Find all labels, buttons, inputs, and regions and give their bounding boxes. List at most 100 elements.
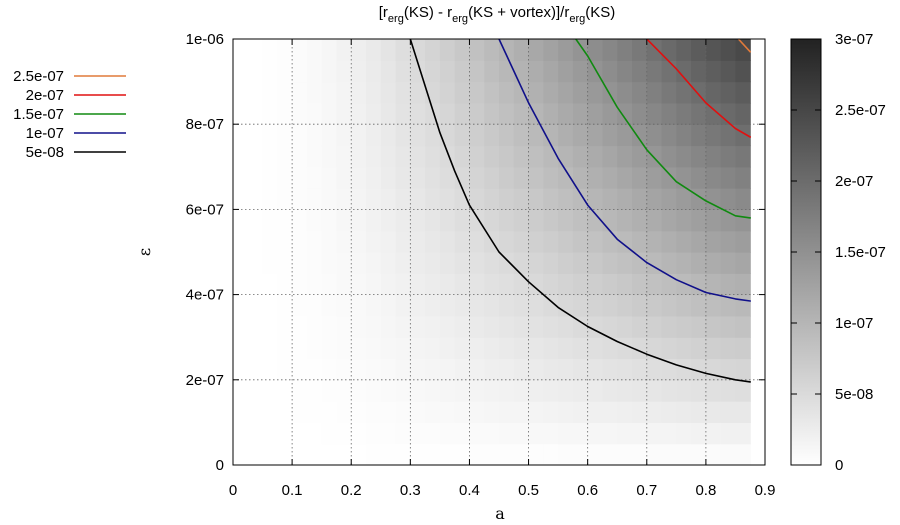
heatmap-cell: [469, 81, 485, 104]
heatmap-cell: [380, 166, 397, 189]
heatmap-cell: [247, 273, 264, 296]
heatmap-cell: [499, 60, 515, 83]
heatmap-cell: [661, 188, 677, 210]
heatmap-cell: [469, 358, 485, 381]
heatmap-cell: [617, 443, 633, 465]
heatmap-cell: [366, 166, 382, 189]
heatmap-cell: [410, 188, 426, 210]
heatmap-cell: [233, 443, 249, 465]
x-tick-label: 0: [229, 482, 237, 499]
heatmap-cell: [395, 60, 411, 83]
heatmap-cell: [380, 252, 397, 274]
heatmap-cell: [513, 124, 530, 147]
heatmap-cell: [366, 443, 382, 465]
heatmap-cell: [587, 188, 604, 210]
heatmap-cell: [454, 188, 471, 210]
heatmap-cell: [380, 39, 397, 61]
heatmap-cell: [484, 358, 500, 381]
heatmap-cell: [439, 209, 456, 232]
heatmap-cell: [705, 230, 722, 253]
heatmap-cell: [572, 209, 589, 232]
heatmap-cell: [484, 337, 500, 360]
heatmap-cell: [439, 358, 456, 381]
heatmap-cell: [558, 401, 574, 423]
heatmap-cell: [513, 294, 530, 317]
heatmap-cell: [277, 358, 293, 381]
heatmap-cell: [691, 209, 707, 232]
heatmap-cell: [292, 273, 308, 296]
heatmap-cell: [632, 230, 648, 253]
heatmap-cell: [499, 145, 515, 168]
heatmap-cell: [484, 102, 500, 125]
heatmap-cell: [587, 209, 604, 232]
heatmap-cell: [454, 358, 471, 381]
heatmap-cell: [632, 81, 648, 104]
heatmap-cell: [425, 124, 441, 147]
heatmap-cell: [469, 188, 485, 210]
heatmap-cell: [439, 422, 456, 445]
heatmap-cell: [336, 124, 352, 147]
heatmap-cell: [380, 145, 397, 168]
heatmap-cells: [233, 39, 765, 465]
heatmap-cell: [247, 60, 264, 83]
heatmap-cell: [617, 209, 633, 232]
heatmap-cell: [336, 401, 352, 423]
heatmap-cell: [233, 188, 249, 210]
heatmap-cell: [691, 337, 707, 360]
heatmap-cell: [292, 337, 308, 360]
heatmap-cell: [691, 166, 707, 189]
heatmap-cell: [499, 166, 515, 189]
heatmap-cell: [410, 273, 426, 296]
heatmap-cell: [602, 273, 618, 296]
x-tick-label: 0.2: [341, 482, 362, 499]
heatmap-cell: [277, 124, 293, 147]
heatmap-cell: [425, 315, 441, 338]
heatmap-cell: [572, 145, 589, 168]
heatmap-cell: [292, 315, 308, 338]
heatmap-cell: [425, 337, 441, 360]
heatmap-cell: [321, 124, 338, 147]
heatmap-cell: [691, 230, 707, 253]
heatmap-cell: [439, 60, 456, 83]
y-tick-label: 0: [216, 457, 224, 474]
heatmap-cell: [410, 401, 426, 423]
heatmap-cell: [720, 252, 737, 274]
heatmap-cell: [484, 209, 500, 232]
heatmap-cell: [587, 124, 604, 147]
heatmap-cell: [410, 39, 426, 61]
heatmap-cell: [705, 443, 722, 465]
heatmap-cell: [735, 230, 751, 253]
heatmap-cell: [425, 252, 441, 274]
heatmap-cell: [676, 443, 692, 465]
heatmap-cell: [691, 252, 707, 274]
heatmap-cell: [676, 379, 692, 402]
heatmap-cell: [528, 60, 544, 83]
heatmap-cell: [366, 188, 382, 210]
heatmap-cell: [572, 315, 589, 338]
heatmap-cell: [233, 379, 249, 402]
heatmap-cell: [528, 315, 544, 338]
colorbar-tick-label: 3e-07: [835, 31, 873, 48]
heatmap-cell: [469, 379, 485, 402]
heatmap-cell: [499, 315, 515, 338]
heatmap-cell: [735, 166, 751, 189]
heatmap-cell: [661, 209, 677, 232]
heatmap-cell: [572, 166, 589, 189]
heatmap-cell: [336, 102, 352, 125]
heatmap-cell: [646, 294, 663, 317]
heatmap-cell: [292, 401, 308, 423]
heatmap-cell: [661, 337, 677, 360]
heatmap-cell: [425, 379, 441, 402]
heatmap-cell: [587, 273, 604, 296]
legend-label: 5e-08: [26, 144, 64, 161]
heatmap-cell: [558, 124, 574, 147]
heatmap-cell: [661, 81, 677, 104]
heatmap-cell: [306, 166, 323, 189]
heatmap-cell: [366, 315, 382, 338]
heatmap-cell: [691, 379, 707, 402]
heatmap-cell: [602, 315, 618, 338]
heatmap-cell: [528, 81, 544, 104]
heatmap-cell: [543, 294, 559, 317]
heatmap-cell: [572, 188, 589, 210]
heatmap-cell: [321, 379, 338, 402]
